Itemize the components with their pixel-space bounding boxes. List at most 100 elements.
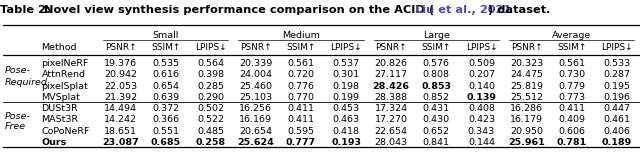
Text: 25.512: 25.512 [510, 93, 543, 102]
Text: 25.819: 25.819 [510, 82, 543, 91]
Text: 0.144: 0.144 [468, 138, 495, 147]
Text: 0.196: 0.196 [604, 93, 630, 102]
Text: 0.195: 0.195 [604, 82, 630, 91]
Text: MASt3R: MASt3R [42, 115, 79, 124]
Text: Small: Small [152, 31, 179, 40]
Text: 0.366: 0.366 [152, 115, 179, 124]
Text: SSIM↑: SSIM↑ [151, 43, 180, 52]
Text: 0.537: 0.537 [333, 59, 360, 68]
Text: 0.808: 0.808 [423, 70, 450, 79]
Text: 0.841: 0.841 [423, 138, 450, 147]
Text: 0.290: 0.290 [197, 93, 224, 102]
Text: 0.781: 0.781 [557, 138, 587, 147]
Text: 28.388: 28.388 [374, 93, 408, 102]
Text: 20.654: 20.654 [239, 127, 273, 136]
Text: 0.561: 0.561 [287, 59, 314, 68]
Text: 0.770: 0.770 [287, 93, 314, 102]
Text: 22.654: 22.654 [374, 127, 408, 136]
Text: 0.285: 0.285 [197, 82, 224, 91]
Text: 0.409: 0.409 [558, 115, 585, 124]
Text: 0.431: 0.431 [423, 104, 450, 113]
Text: LPIPS↓: LPIPS↓ [601, 43, 632, 52]
Text: 0.258: 0.258 [196, 138, 226, 147]
Text: 0.779: 0.779 [558, 82, 585, 91]
Text: 0.207: 0.207 [468, 70, 495, 79]
Text: 0.522: 0.522 [197, 115, 224, 124]
Text: LPIPS↓: LPIPS↓ [330, 43, 362, 52]
Text: 0.343: 0.343 [468, 127, 495, 136]
Text: 0.411: 0.411 [287, 115, 314, 124]
Text: 0.199: 0.199 [333, 93, 360, 102]
Text: 20.942: 20.942 [104, 70, 137, 79]
Text: 16.169: 16.169 [239, 115, 273, 124]
Text: 24.004: 24.004 [239, 70, 273, 79]
Text: MVSplat: MVSplat [42, 93, 81, 102]
Text: 0.193: 0.193 [331, 138, 361, 147]
Text: 0.463: 0.463 [333, 115, 360, 124]
Text: 27.117: 27.117 [374, 70, 408, 79]
Text: 0.189: 0.189 [602, 138, 632, 147]
Text: 0.685: 0.685 [150, 138, 180, 147]
Text: 0.372: 0.372 [152, 104, 179, 113]
Text: Required: Required [4, 78, 47, 87]
Text: 25.460: 25.460 [239, 82, 273, 91]
Text: 0.301: 0.301 [333, 70, 360, 79]
Text: 0.398: 0.398 [197, 70, 224, 79]
Text: PSNR↑: PSNR↑ [240, 43, 271, 52]
Text: 20.950: 20.950 [510, 127, 543, 136]
Text: Pose-: Pose- [4, 66, 30, 75]
Text: PSNR↑: PSNR↑ [376, 43, 407, 52]
Text: 0.852: 0.852 [423, 93, 450, 102]
Text: 0.777: 0.777 [286, 138, 316, 147]
Text: Method: Method [42, 43, 77, 52]
Text: 0.551: 0.551 [152, 127, 179, 136]
Text: 0.730: 0.730 [558, 70, 585, 79]
Text: PSNR↑: PSNR↑ [511, 43, 542, 52]
Text: CoPoNeRF: CoPoNeRF [42, 127, 90, 136]
Text: 22.053: 22.053 [104, 82, 137, 91]
Text: 0.139: 0.139 [467, 93, 497, 102]
Text: 0.447: 0.447 [604, 104, 630, 113]
Text: 17.324: 17.324 [374, 104, 408, 113]
Text: ) dataset.: ) dataset. [488, 5, 550, 15]
Text: Pose-: Pose- [4, 112, 30, 121]
Text: 24.475: 24.475 [510, 70, 543, 79]
Text: 25.961: 25.961 [508, 138, 545, 147]
Text: 0.411: 0.411 [287, 104, 314, 113]
Text: 0.853: 0.853 [421, 82, 451, 91]
Text: 17.270: 17.270 [374, 115, 408, 124]
Text: 18.651: 18.651 [104, 127, 137, 136]
Text: 0.423: 0.423 [468, 115, 495, 124]
Text: Ours: Ours [42, 138, 67, 147]
Text: Medium: Medium [282, 31, 320, 40]
Text: Novel view synthesis performance comparison on the ACID (: Novel view synthesis performance compari… [44, 5, 434, 15]
Text: 20.339: 20.339 [239, 59, 273, 68]
Text: 0.564: 0.564 [197, 59, 224, 68]
Text: 0.453: 0.453 [333, 104, 360, 113]
Text: 20.323: 20.323 [510, 59, 543, 68]
Text: Table 2:: Table 2: [0, 5, 54, 15]
Text: 0.418: 0.418 [333, 127, 360, 136]
Text: 25.624: 25.624 [237, 138, 274, 147]
Text: Average: Average [552, 31, 591, 40]
Text: LPIPS↓: LPIPS↓ [195, 43, 227, 52]
Text: 0.485: 0.485 [197, 127, 224, 136]
Text: 0.639: 0.639 [152, 93, 179, 102]
Text: 16.256: 16.256 [239, 104, 273, 113]
Text: 0.502: 0.502 [197, 104, 224, 113]
Text: 19.376: 19.376 [104, 59, 137, 68]
Text: 0.198: 0.198 [333, 82, 360, 91]
Text: 0.595: 0.595 [287, 127, 314, 136]
Text: pixelNeRF: pixelNeRF [42, 59, 89, 68]
Text: 0.461: 0.461 [604, 115, 630, 124]
Text: 28.426: 28.426 [372, 82, 410, 91]
Text: LPIPS↓: LPIPS↓ [466, 43, 497, 52]
Text: 0.535: 0.535 [152, 59, 179, 68]
Text: 0.140: 0.140 [468, 82, 495, 91]
Text: Liu et al., 2021: Liu et al., 2021 [415, 5, 511, 15]
Text: 0.773: 0.773 [558, 93, 585, 102]
Text: 0.533: 0.533 [603, 59, 630, 68]
Text: 20.826: 20.826 [374, 59, 408, 68]
Text: Large: Large [423, 31, 450, 40]
Text: 0.509: 0.509 [468, 59, 495, 68]
